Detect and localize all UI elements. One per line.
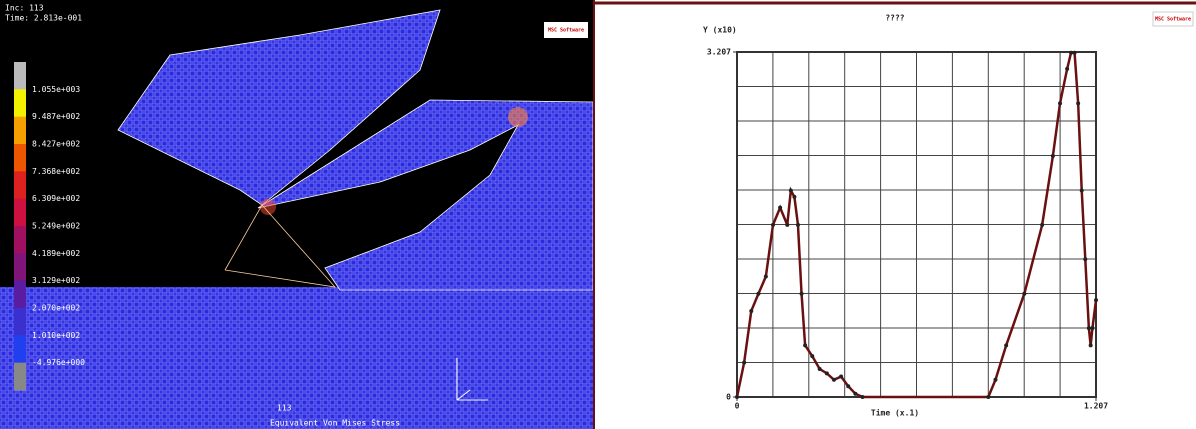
logo: MSC Software [548, 28, 584, 34]
point [817, 367, 822, 372]
legend-swatch [14, 280, 26, 309]
x-tick-label: 0 [735, 402, 740, 411]
hotspot [260, 199, 276, 215]
point [810, 354, 815, 359]
legend-label: 8.427e+002 [32, 140, 80, 149]
point [1065, 66, 1070, 71]
point [795, 222, 800, 227]
axes-triad [456, 358, 488, 401]
legend-swatch [14, 116, 26, 145]
point [742, 360, 747, 365]
point [770, 222, 775, 227]
point [1058, 101, 1063, 106]
legend-swatch [14, 62, 26, 90]
point [799, 291, 804, 296]
legend-label: 9.487e+002 [32, 112, 80, 121]
point [1076, 101, 1081, 106]
legend-label: 1.055e+003 [32, 85, 80, 94]
viewport: Inc: 113 Time: 2.813e-001 MSC Software 1… [0, 0, 594, 429]
point [831, 377, 836, 382]
series-line [735, 51, 1098, 399]
point [778, 205, 783, 210]
point [1040, 222, 1045, 227]
point [763, 274, 768, 279]
point [1083, 257, 1088, 262]
point [1079, 188, 1084, 193]
point [846, 384, 851, 389]
upper-body [117, 9, 441, 206]
point [1004, 343, 1009, 348]
legend-swatch [14, 335, 26, 364]
legend-swatch [14, 198, 26, 227]
legend-swatch [14, 171, 26, 200]
point [860, 395, 865, 399]
y-tick-label: 3.207 [707, 48, 731, 57]
point [1088, 343, 1093, 348]
point [853, 391, 858, 396]
point [839, 374, 844, 379]
logo-box [1152, 11, 1194, 27]
point [1086, 326, 1091, 331]
legend-swatch [14, 253, 26, 282]
legend-swatch [14, 362, 26, 391]
point [749, 308, 754, 313]
job-label: 113 [277, 404, 292, 413]
point [792, 194, 797, 199]
point [1050, 154, 1055, 159]
point [986, 395, 991, 399]
legend: 1.055e+003 9.487e+002 8.427e+002 7.368e+002… [14, 62, 85, 391]
legend-label: 1.010e+002 [32, 331, 80, 340]
x-tick-label: 1.207 [1084, 402, 1108, 411]
time-label: Time: 2.813e-001 [5, 14, 82, 23]
point [803, 343, 808, 348]
legend-swatch [14, 89, 26, 118]
blade-body [257, 99, 594, 291]
legend-label: -4.976e+000 [32, 358, 85, 367]
point [1069, 50, 1074, 55]
x-axis-label: Time (x.1) [871, 408, 919, 418]
legend-label: 6.309e+002 [32, 194, 80, 203]
legend-label: 3.129e+002 [32, 276, 80, 285]
inc-label: Inc: 113 [5, 4, 44, 13]
point [824, 371, 829, 376]
legend-label: 2.070e+002 [32, 304, 80, 313]
legend-swatch [14, 144, 26, 172]
point [788, 188, 793, 193]
point [785, 222, 790, 227]
caption: Equivalent Von Mises Stress [270, 419, 400, 428]
point [1072, 50, 1077, 55]
point [1022, 291, 1027, 296]
point [1094, 298, 1098, 303]
logo: MSC Software [1155, 17, 1191, 23]
legend-swatch [14, 308, 26, 336]
hotspot [508, 107, 528, 127]
y-tick-label: 0 [726, 393, 731, 402]
legend-label: 7.368e+002 [32, 167, 80, 176]
point [735, 395, 739, 399]
point [1090, 326, 1095, 331]
legend-label: 4.189e+002 [32, 249, 80, 258]
base-mesh [0, 287, 593, 429]
xy-plot: ???? Y (x10) Time (x.1) MSC Software 0 3.… [703, 11, 1194, 418]
point [756, 291, 761, 296]
legend-swatch [14, 226, 26, 254]
logo-box [544, 22, 588, 38]
contact-outline [224, 204, 337, 288]
point [993, 377, 998, 382]
plot-title: ???? [885, 14, 904, 23]
legend-label: 5.249e+002 [32, 222, 80, 231]
y-axis-label: Y (x10) [703, 26, 737, 35]
